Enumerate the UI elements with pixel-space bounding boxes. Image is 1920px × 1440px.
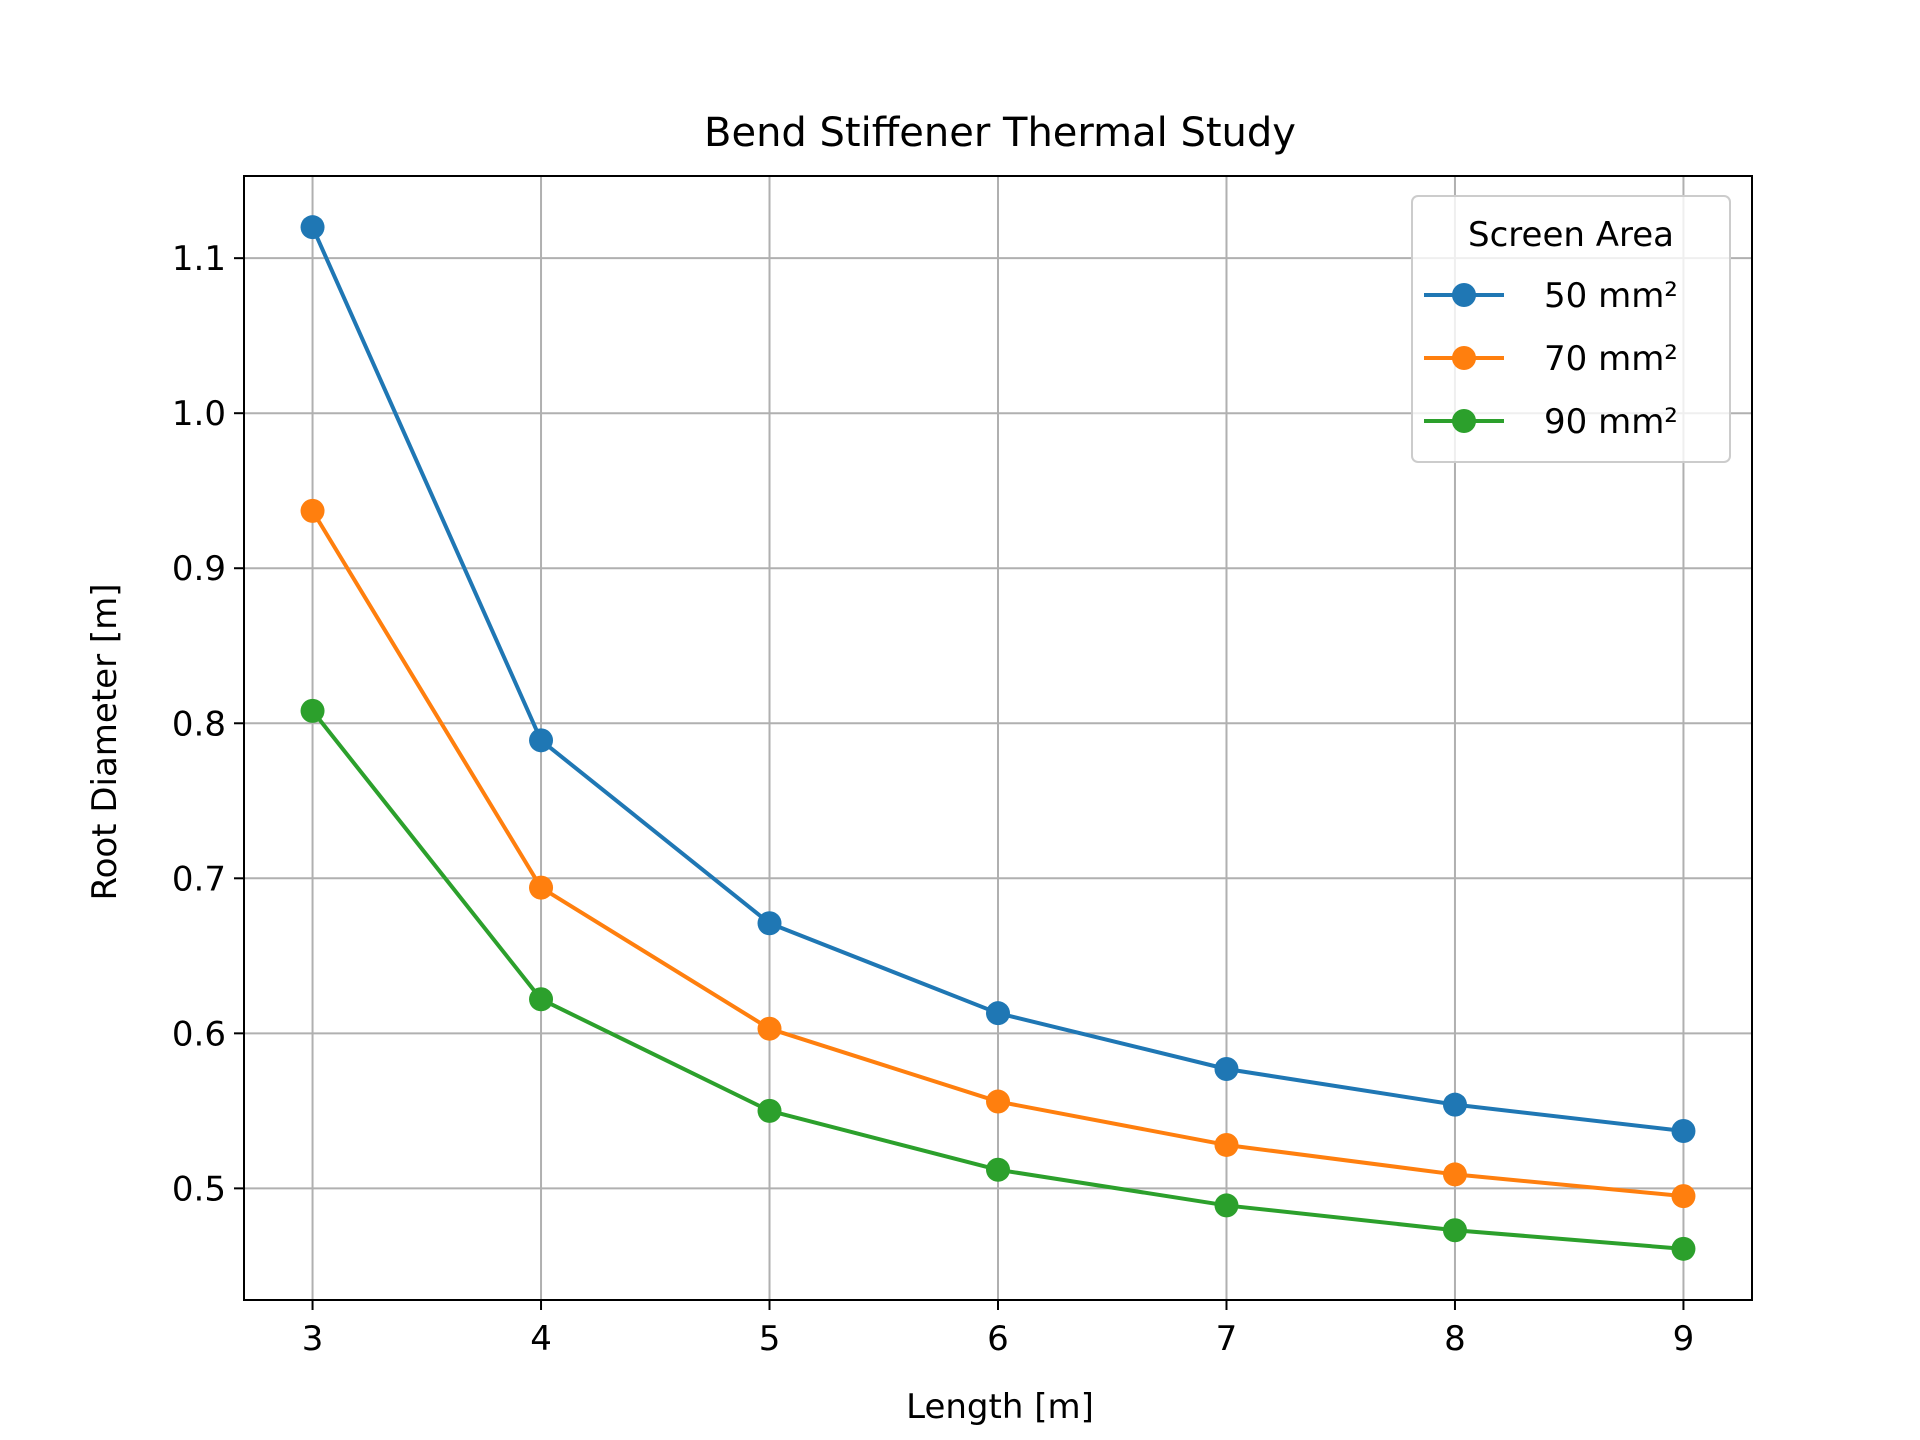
data-point — [300, 215, 325, 240]
legend-entry: 70 mm² — [1424, 339, 1678, 379]
series-1 — [300, 215, 1696, 1144]
legend-marker — [1452, 283, 1476, 307]
data-point — [300, 698, 325, 723]
data-point — [757, 911, 782, 936]
x-tick-label: 7 — [1216, 1319, 1238, 1359]
data-point — [1671, 1184, 1696, 1209]
legend-entry: 50 mm² — [1424, 276, 1678, 316]
data-point — [1442, 1218, 1467, 1243]
data-point — [1442, 1092, 1467, 1117]
legend-box — [1411, 195, 1731, 463]
series-3 — [300, 698, 1696, 1261]
y-tick-label: 0.9 — [172, 549, 226, 589]
legend: Screen Area 50 mm² 70 mm² 90 mm² — [1411, 195, 1731, 463]
legend-marker — [1452, 409, 1476, 433]
y-tick-label: 1.1 — [172, 239, 226, 279]
legend-label: 90 mm² — [1544, 402, 1678, 442]
data-point — [1442, 1162, 1467, 1187]
axis-ticks: 3 4 5 6 7 8 9 0.5 0.6 0.7 0.8 0.9 1.0 1.1 — [172, 239, 1694, 1359]
series-2 — [300, 498, 1696, 1209]
legend-label: 70 mm² — [1544, 339, 1678, 379]
y-tick-label: 0.8 — [172, 704, 226, 744]
legend-title: Screen Area — [1468, 215, 1674, 255]
data-point — [1214, 1056, 1239, 1081]
data-point — [757, 1016, 782, 1041]
legend-marker — [1452, 346, 1476, 370]
legend-entry: 90 mm² — [1424, 402, 1678, 442]
x-tick-label: 4 — [530, 1319, 552, 1359]
x-tick-label: 6 — [987, 1319, 1009, 1359]
x-axis-label: Length [m] — [906, 1387, 1094, 1427]
data-point — [1671, 1236, 1696, 1261]
data-point — [300, 498, 325, 523]
data-point — [986, 1001, 1010, 1026]
data-point — [529, 728, 554, 753]
y-tick-label: 0.5 — [172, 1169, 226, 1209]
data-point — [757, 1098, 782, 1123]
y-tick-label: 1.0 — [172, 394, 226, 434]
data-point — [1214, 1193, 1239, 1218]
legend-label: 50 mm² — [1544, 276, 1678, 316]
y-tick-label: 0.7 — [172, 859, 226, 899]
data-point — [1214, 1132, 1239, 1157]
data-point — [529, 875, 554, 900]
y-axis-label: Root Diameter [m] — [85, 583, 125, 900]
x-tick-label: 5 — [759, 1319, 781, 1359]
chart-title: Bend Stiffener Thermal Study — [704, 110, 1296, 156]
grid — [244, 176, 1752, 1300]
data-point — [529, 987, 554, 1012]
x-tick-label: 8 — [1444, 1319, 1466, 1359]
y-tick-label: 0.6 — [172, 1014, 226, 1054]
x-tick-label: 3 — [302, 1319, 324, 1359]
data-point — [986, 1089, 1010, 1114]
data-point — [1671, 1119, 1696, 1144]
x-tick-label: 9 — [1673, 1319, 1695, 1359]
data-point — [986, 1157, 1010, 1182]
series-layer — [300, 215, 1696, 1261]
